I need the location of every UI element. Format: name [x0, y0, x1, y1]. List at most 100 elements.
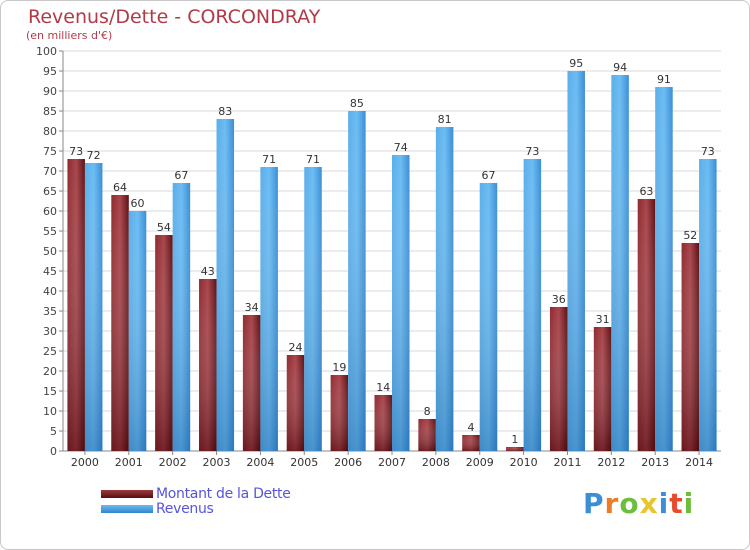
bar-shade-debt: [681, 243, 700, 451]
bar-shade-revenue: [699, 159, 717, 451]
x-tick-label: 2000: [71, 456, 99, 469]
bar-shade-revenue: [479, 183, 498, 451]
y-tick-label: 40: [43, 285, 57, 298]
y-tick-label: 25: [43, 345, 57, 358]
data-label-debt: 34: [245, 301, 259, 314]
data-label-debt: 24: [289, 341, 303, 354]
bar-shade-revenue: [435, 127, 454, 451]
data-label-revenue: 60: [131, 197, 145, 210]
bar-shade-revenue: [172, 183, 191, 451]
data-label-revenue: 94: [613, 61, 627, 74]
x-tick-label: 2009: [466, 456, 494, 469]
data-label-debt: 1: [511, 433, 518, 446]
x-tick-label: 2010: [510, 456, 538, 469]
y-tick-label: 80: [43, 125, 57, 138]
y-tick-label: 85: [43, 105, 57, 118]
x-tick-label: 2012: [597, 456, 625, 469]
data-label-debt: 64: [113, 181, 127, 194]
bar-shade-debt: [155, 235, 173, 451]
data-label-revenue: 67: [174, 169, 188, 182]
bar-shade-revenue: [128, 211, 147, 451]
x-tick-label: 2011: [553, 456, 581, 469]
data-label-debt: 4: [467, 421, 474, 434]
bar-shade-debt: [199, 279, 217, 451]
legend-label-revenue: Revenus: [156, 501, 214, 517]
y-tick-label: 65: [43, 185, 57, 198]
chart-subtitle: (en milliers d'€): [26, 29, 113, 42]
y-tick-label: 55: [43, 225, 57, 238]
y-tick-label: 100: [36, 45, 57, 58]
x-tick-label: 2004: [246, 456, 274, 469]
data-label-revenue: 95: [569, 57, 583, 70]
bar-shade-debt: [506, 447, 524, 451]
data-label-debt: 36: [552, 293, 566, 306]
x-tick-label: 2007: [378, 456, 406, 469]
x-tick-label: 2008: [422, 456, 450, 469]
bar-shade-revenue: [611, 75, 629, 451]
y-tick-label: 10: [43, 405, 57, 418]
y-tick-label: 5: [50, 425, 57, 438]
data-label-revenue: 81: [438, 113, 452, 126]
bar-shade-debt: [549, 307, 568, 451]
data-label-revenue: 73: [525, 145, 539, 158]
data-label-debt: 19: [332, 361, 346, 374]
y-tick-label: 35: [43, 305, 57, 318]
bar-shade-revenue: [348, 111, 366, 451]
logo-letter: t: [669, 487, 684, 520]
bar-shade-debt: [593, 327, 612, 451]
x-tick-label: 2005: [290, 456, 318, 469]
y-tick-label: 70: [43, 165, 57, 178]
data-label-debt: 73: [69, 145, 83, 158]
bar-shade-debt: [462, 435, 480, 451]
bar-chart: 0 5 10 15 20 25 30 35 40 45 50 55 60 65 70 75 80 85 90 95 10…: [36, 45, 721, 469]
data-label-debt: 8: [424, 405, 431, 418]
y-tick-label: 50: [43, 245, 57, 258]
y-tick-label: 30: [43, 325, 57, 338]
y-tick-label: 75: [43, 145, 57, 158]
data-label-revenue: 91: [657, 73, 671, 86]
x-tick-label: 2014: [685, 456, 713, 469]
data-label-revenue: 73: [701, 145, 715, 158]
bar-shade-revenue: [567, 71, 585, 451]
data-label-revenue: 85: [350, 97, 364, 110]
y-tick-label: 95: [43, 65, 57, 78]
bar-shade-debt: [67, 159, 85, 451]
x-tick-label: 2006: [334, 456, 362, 469]
data-label-debt: 31: [596, 313, 610, 326]
bar-shade-revenue: [216, 119, 235, 451]
data-label-debt: 63: [639, 185, 653, 198]
y-tick-label: 45: [43, 265, 57, 278]
bar-shade-revenue: [655, 87, 673, 451]
y-tick-label: 15: [43, 385, 57, 398]
bar-shade-revenue: [260, 167, 278, 451]
proxiti-logo: Proxiti: [583, 487, 694, 520]
bar-shade-revenue: [84, 163, 103, 451]
data-label-revenue: 71: [306, 153, 320, 166]
logo-letter: r: [604, 487, 620, 520]
bar-shade-debt: [286, 355, 305, 451]
bar-shade-debt: [637, 199, 656, 451]
x-tick-label: 2003: [203, 456, 231, 469]
bar-shade-revenue: [392, 155, 410, 451]
chart-title: Revenus/Dette - CORCONDRAY: [28, 6, 321, 28]
legend-swatch-revenue: [101, 505, 153, 513]
data-label-revenue: 71: [262, 153, 276, 166]
logo-letter: i: [683, 487, 695, 520]
x-tick-label: 2001: [115, 456, 143, 469]
data-label-revenue: 83: [218, 105, 232, 118]
data-label-debt: 43: [201, 265, 215, 278]
data-label-debt: 54: [157, 221, 171, 234]
y-tick-label: 0: [50, 445, 57, 458]
logo-letter: x: [639, 487, 659, 520]
legend-label-debt: Montant de la Dette: [156, 486, 291, 502]
data-label-revenue: 67: [481, 169, 495, 182]
x-tick-label: 2013: [641, 456, 669, 469]
bar-shade-revenue: [523, 159, 542, 451]
y-tick-label: 90: [43, 85, 57, 98]
bar-shade-debt: [330, 375, 349, 451]
bar-shade-debt: [418, 419, 436, 451]
y-tick-label: 60: [43, 205, 57, 218]
logo-letter: P: [583, 487, 605, 520]
x-tick-label: 2002: [159, 456, 187, 469]
